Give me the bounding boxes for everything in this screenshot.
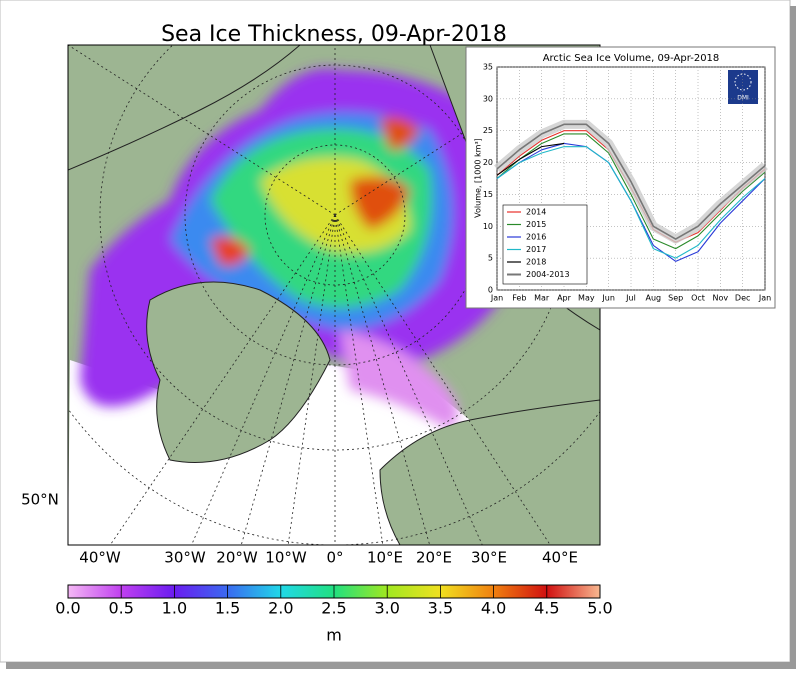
colorbar-tick-label: 5.0 bbox=[587, 599, 612, 618]
ice bbox=[80, 68, 507, 430]
colorbar-tick-label: 2.5 bbox=[321, 599, 346, 618]
colorbar-tick-label: 1.5 bbox=[215, 599, 240, 618]
y-tick-label: 25 bbox=[483, 126, 493, 135]
logo-text: DMI bbox=[737, 95, 749, 102]
y-axis-label: Volume, [1000 km³] bbox=[474, 138, 483, 218]
colorbar-tick-label: 3.5 bbox=[428, 599, 453, 618]
inset-chart: Arctic Sea Ice Volume, 09-Apr-2018 Volum… bbox=[465, 46, 776, 309]
longitude-label: 40°E bbox=[542, 549, 578, 567]
y-tick-label: 15 bbox=[483, 190, 493, 199]
legend-box bbox=[502, 204, 588, 285]
colorbar-tick-label: 1.0 bbox=[162, 599, 187, 618]
colorbar-tick-label: 3.0 bbox=[374, 599, 399, 618]
logo bbox=[728, 70, 758, 104]
scandinavia bbox=[379, 399, 600, 545]
series-line bbox=[496, 123, 766, 240]
map-title: Sea Ice Thickness, 09-Apr-2018 bbox=[161, 22, 507, 47]
x-tick-label: Oct bbox=[691, 294, 705, 303]
colorbar-label: m bbox=[326, 626, 342, 645]
legend-label: 2018 bbox=[526, 258, 546, 267]
y-tick-label: 30 bbox=[483, 94, 493, 103]
x-tick-label: Dec bbox=[735, 294, 750, 303]
x-tick-label: Feb bbox=[512, 294, 526, 303]
x-tick-label: Jun bbox=[601, 294, 615, 303]
legend-label: 2015 bbox=[526, 220, 546, 229]
longitude-label: 30°E bbox=[471, 549, 507, 567]
logo-stars bbox=[734, 73, 752, 91]
inset-title: Arctic Sea Ice Volume, 09-Apr-2018 bbox=[543, 53, 720, 64]
legend-label: 2016 bbox=[526, 233, 546, 242]
y-tick-label: 35 bbox=[483, 63, 493, 72]
longitude-labels: 40°W 30°W 20°W 10°W 0° 10°E 20°E 30°E 40°E bbox=[79, 549, 578, 567]
colorbar-tick-label: 0.0 bbox=[55, 599, 80, 618]
y-tick-label: 20 bbox=[483, 158, 493, 167]
y-tick-label: 0 bbox=[488, 286, 493, 295]
legend-label: 2017 bbox=[526, 245, 546, 254]
longitude-label: 30°W bbox=[164, 549, 206, 567]
shadow bbox=[790, 6, 796, 669]
longitude-label: 0° bbox=[326, 549, 343, 567]
longitude-label: 40°W bbox=[79, 549, 121, 567]
x-tick-label: Jul bbox=[625, 294, 636, 303]
x-tick-label: Nov bbox=[713, 294, 729, 303]
longitude-label: 20°E bbox=[416, 549, 452, 567]
colorbar-tick-label: 4.0 bbox=[481, 599, 506, 618]
x-tick-label: Aug bbox=[646, 294, 662, 303]
x-tick-label: Mar bbox=[534, 294, 550, 303]
x-tick-label: Sep bbox=[668, 294, 683, 303]
colorbar-tick-label: 2.0 bbox=[268, 599, 293, 618]
latitude-label: 50°N bbox=[21, 491, 59, 509]
greenland bbox=[146, 281, 331, 463]
legend-label: 2004-2013 bbox=[526, 270, 570, 279]
longitude-label: 10°W bbox=[265, 549, 307, 567]
colorbar-tick-label: 0.5 bbox=[108, 599, 133, 618]
longitude-label: 20°W bbox=[216, 549, 258, 567]
x-tick-label: Jan bbox=[758, 294, 771, 303]
shadow bbox=[6, 662, 796, 669]
series-line bbox=[496, 146, 766, 259]
x-tick-label: May bbox=[578, 294, 595, 303]
y-tick-label: 10 bbox=[483, 222, 493, 231]
x-tick-label: Apr bbox=[557, 294, 572, 303]
north-america bbox=[68, 45, 301, 171]
longitude-label: 10°E bbox=[367, 549, 403, 567]
y-tick-label: 5 bbox=[488, 254, 493, 263]
legend-label: 2014 bbox=[526, 208, 546, 217]
colorbar-tick-label: 4.5 bbox=[534, 599, 559, 618]
series-line bbox=[496, 133, 766, 250]
series-line bbox=[496, 142, 565, 176]
x-tick-label: Jan bbox=[490, 294, 503, 303]
colorbar-ticks: 0.0 0.5 1.0 1.5 2.0 2.5 3.0 3.5 4.0 4.5 5.0 bbox=[55, 585, 613, 618]
